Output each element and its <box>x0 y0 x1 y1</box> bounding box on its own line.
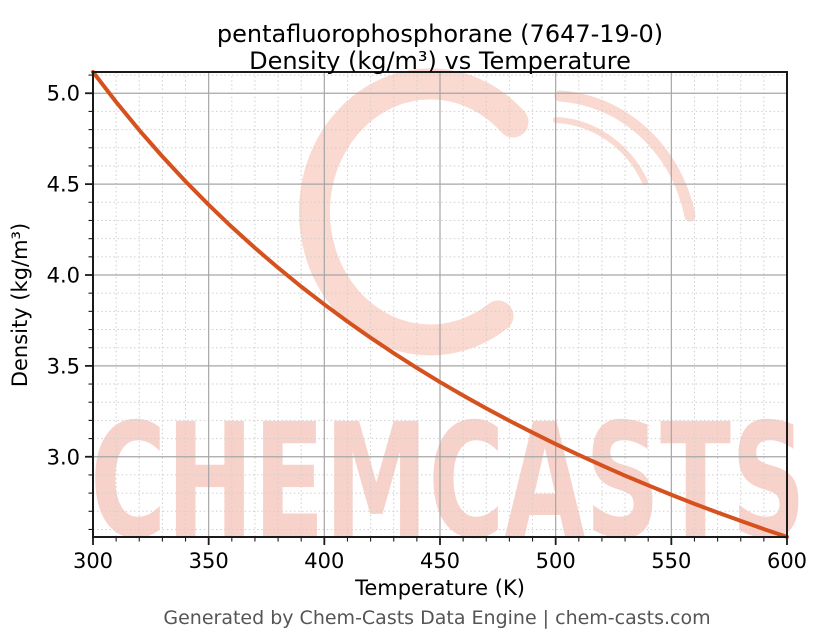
c-swirl-icon <box>298 68 529 356</box>
x-tick-label: 500 <box>536 549 576 573</box>
x-tick-label: 600 <box>767 549 807 573</box>
y-tick-label: 5.0 <box>47 82 80 106</box>
y-tick-label: 4.0 <box>47 264 80 288</box>
y-tick-label: 3.0 <box>47 445 80 469</box>
c-swirl-flourish-icon <box>553 117 648 185</box>
chart-title-line2: Density (kg/m³) vs Temperature <box>249 47 631 75</box>
watermark-text: CHEMCASTS <box>90 390 806 574</box>
chart-title-line1: pentafluorophosphorane (7647-19-0) <box>217 20 663 48</box>
y-tick-label: 3.5 <box>47 354 80 378</box>
footer-credit: Generated by Chem-Casts Data Engine | ch… <box>163 607 710 629</box>
x-tick-label: 400 <box>304 549 344 573</box>
density-curve <box>91 69 789 539</box>
x-tick-label: 300 <box>73 549 113 573</box>
axis-ticks <box>85 74 788 545</box>
x-tick-label: 350 <box>189 549 229 573</box>
density-curve-line <box>91 69 789 539</box>
y-axis-label: Density (kg/m³) <box>8 223 32 387</box>
chemcasts-watermark: CHEMCASTS <box>90 68 806 574</box>
y-tick-label: 4.5 <box>47 173 80 197</box>
axis-tick-labels: 300 350 400 450 500 550 600 3.0 3.5 4.0 4.5 5.0 <box>47 82 807 573</box>
c-swirl-flourish-icon <box>554 90 696 222</box>
x-axis-label: Temperature (K) <box>354 576 525 600</box>
x-tick-label: 550 <box>651 549 691 573</box>
x-tick-label: 450 <box>420 549 460 573</box>
